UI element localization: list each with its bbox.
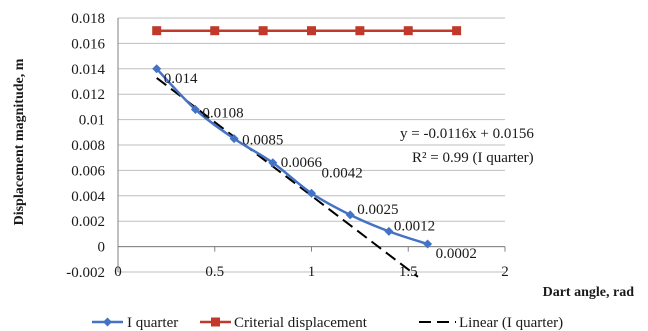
y-tick-label: 0.004: [71, 189, 105, 205]
data-label: 0.0025: [357, 202, 398, 218]
x-tick-label: 1: [308, 264, 316, 280]
data-label: 0.0042: [322, 165, 363, 181]
data-label: 0.0066: [281, 155, 323, 171]
y-tick-label: 0.006: [71, 163, 105, 179]
y-tick-label: 0.018: [71, 11, 105, 27]
x-tick-label: 0: [114, 264, 122, 280]
y-tick-label: 0.014: [71, 62, 105, 78]
i-quarter-point: [268, 158, 278, 168]
trendline: [156, 77, 419, 278]
axes: -0.002 0 0.002 0.004 0.006 0.008 0.01 0.012 0.01…: [66, 11, 509, 281]
criterial-point: [355, 26, 365, 36]
criterial-point: [452, 26, 462, 36]
x-tick-label: 1.5: [399, 264, 418, 280]
y-tick-label: 0: [98, 240, 106, 256]
y-axis-title: Displacement magnitude, m: [12, 58, 27, 225]
data-label: 0.0002: [436, 246, 477, 262]
data-label: 0.0085: [242, 133, 283, 149]
legend-label-linear: Linear (I quarter): [459, 315, 563, 331]
legend-label-i-quarter: I quarter: [127, 315, 178, 331]
legend: I quarter Criterial displacement Linear (I…: [92, 315, 563, 331]
criterial-point: [210, 26, 220, 36]
i-quarter-point: [307, 188, 316, 198]
criterial-point: [152, 26, 162, 36]
i-quarter-point: [345, 210, 355, 220]
legend-label-criterial: Criterial displacement: [234, 315, 368, 331]
y-tick-label: 0.008: [71, 138, 105, 154]
i-quarter-point: [423, 239, 433, 249]
i-quarter-point: [190, 104, 200, 114]
criterial-point: [258, 26, 268, 36]
data-label: 0.0012: [394, 218, 435, 234]
criterial-point: [307, 26, 316, 36]
x-tick-label: 2: [501, 264, 509, 280]
series-layer: [152, 26, 462, 278]
data-label: 0.0108: [202, 105, 243, 121]
y-tick-label: -0.002: [66, 265, 105, 281]
y-tick-label: 0.012: [71, 87, 105, 103]
x-tick-label: 0.5: [205, 264, 224, 280]
x-axis-title: Dart angle, rad: [543, 285, 635, 300]
legend-marker-i-quarter: [103, 317, 112, 327]
i-quarter-point: [384, 226, 394, 236]
data-label: 0.014: [164, 71, 198, 87]
gridlines: [118, 17, 505, 273]
y-tick-label: 0.016: [71, 36, 105, 52]
i-quarter-point: [152, 64, 162, 74]
criterial-point: [403, 26, 413, 36]
legend-marker-criterial: [211, 317, 220, 327]
i-quarter-point: [229, 134, 239, 144]
r-squared-label: R² = 0.99 (I quarter): [412, 150, 534, 166]
y-tick-label: 0.01: [79, 113, 105, 129]
trendline-equation: y = -0.0116x + 0.0156: [400, 126, 534, 142]
y-tick-label: 0.002: [71, 214, 105, 230]
